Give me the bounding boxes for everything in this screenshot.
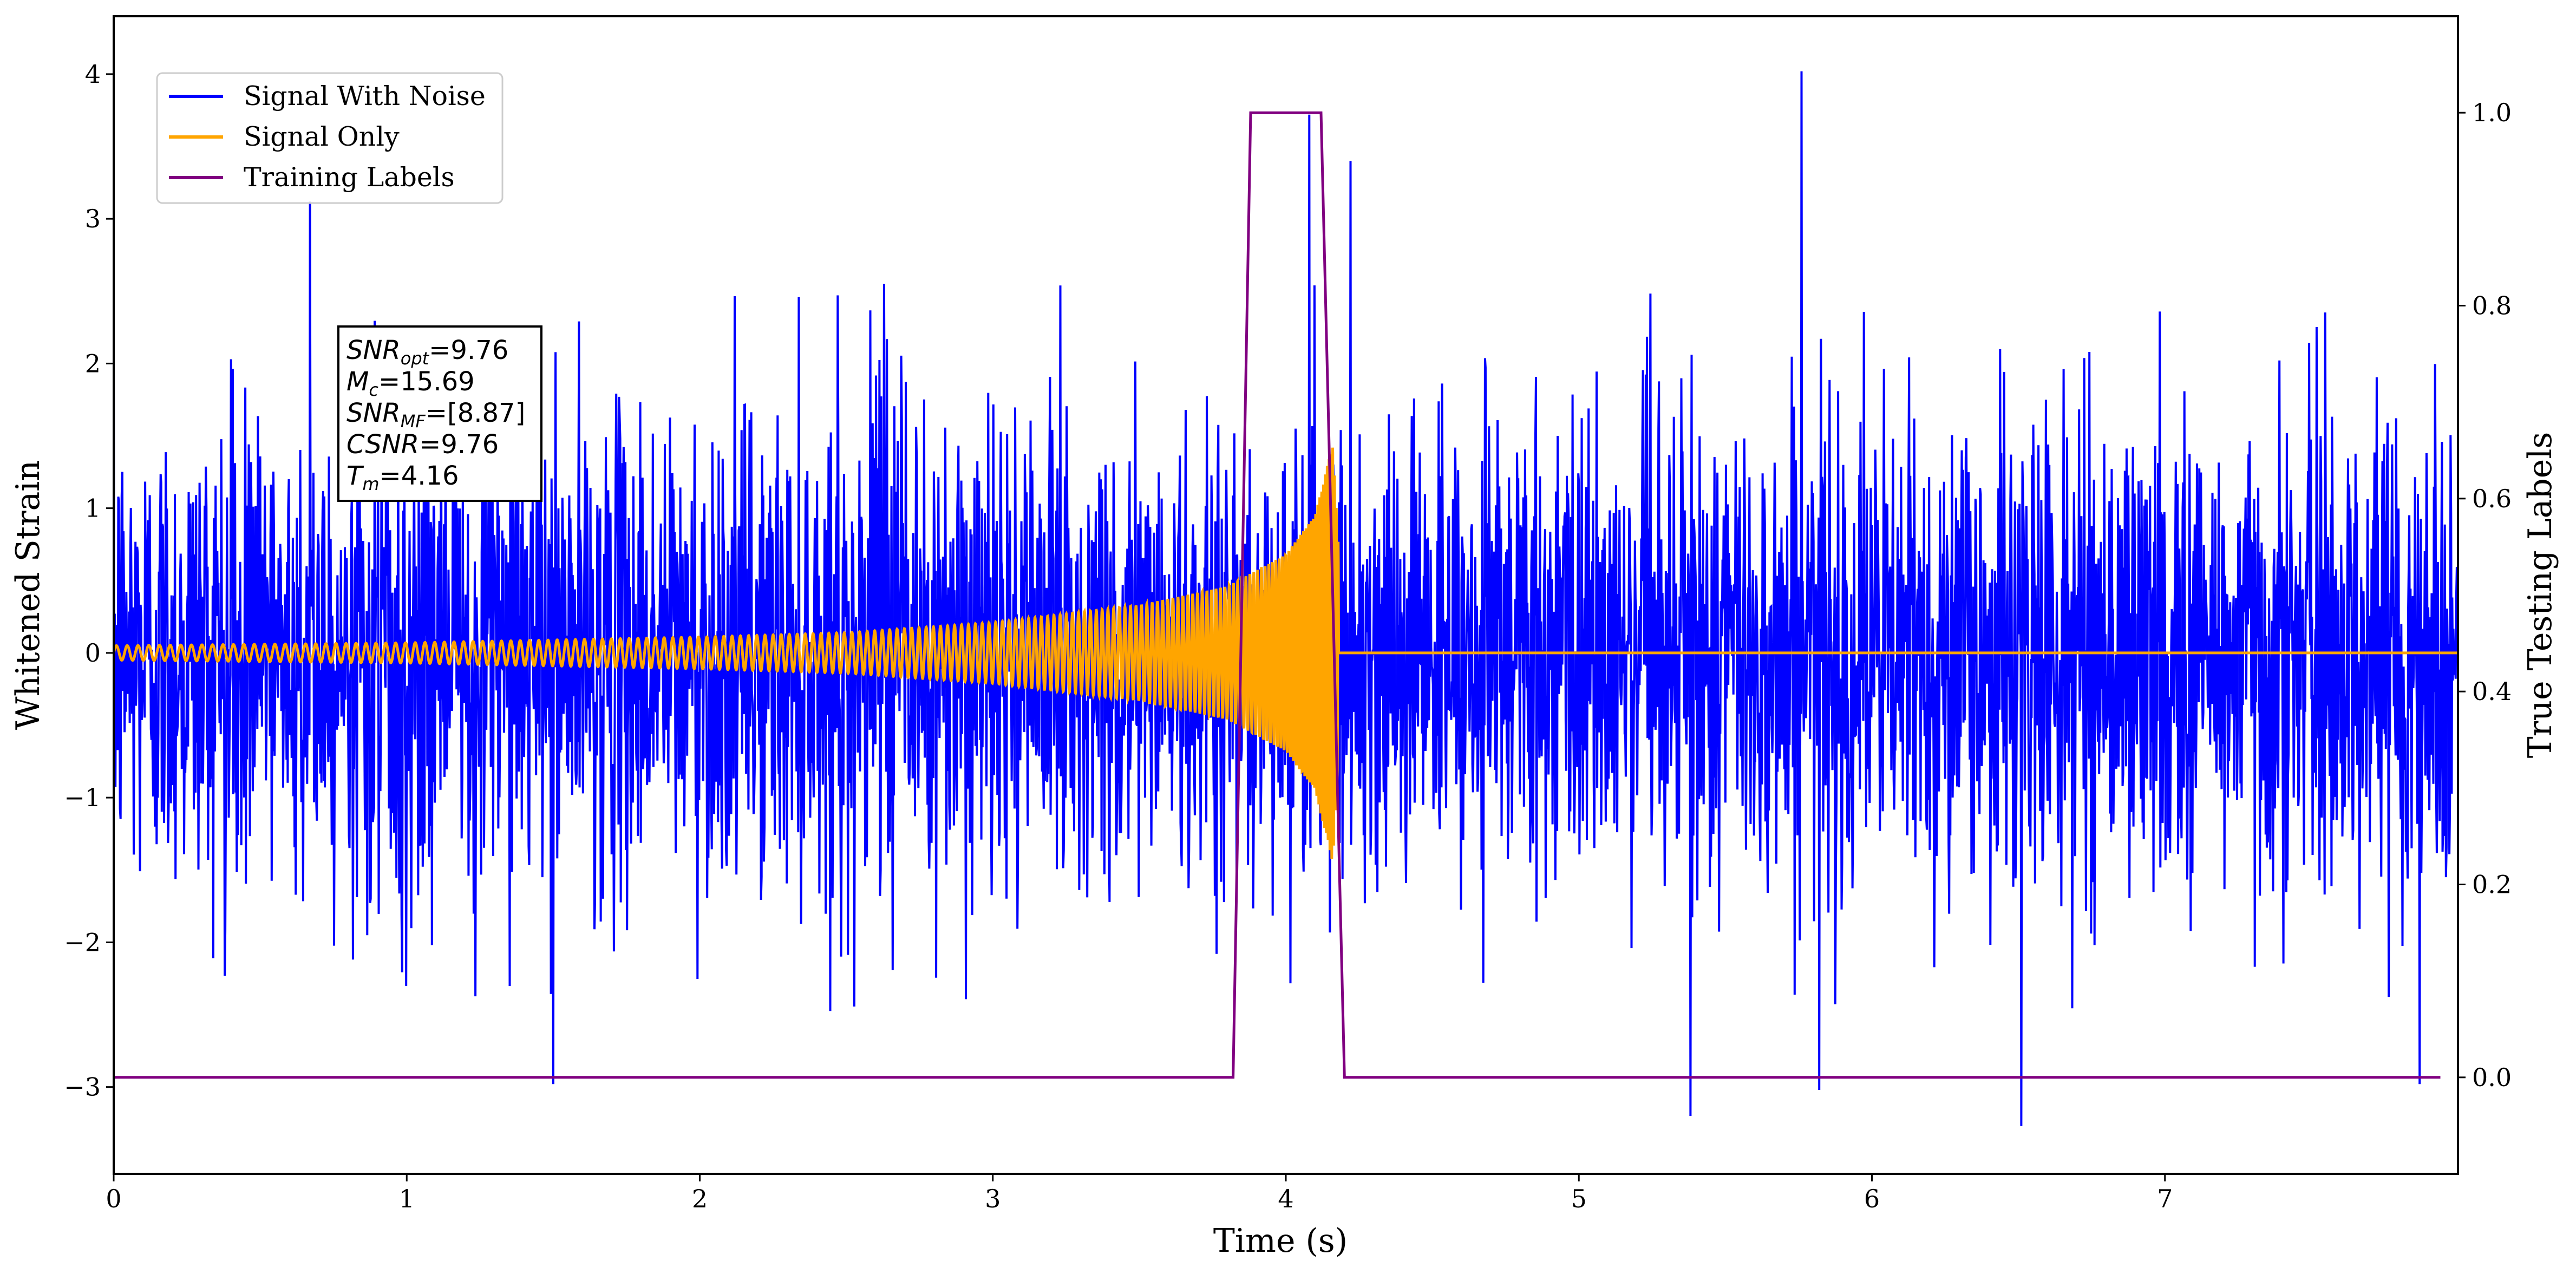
series-signal-only [114, 447, 2458, 859]
y2-tick-label: 0.4 [2472, 677, 2512, 706]
y2-tick-label: 0.2 [2472, 870, 2512, 899]
y-axis-left: 4 3 2 1 0 −1 −2 −3 [64, 60, 114, 1102]
annotation-line: Mc=15.69 [346, 367, 475, 400]
x-tick-label: 5 [1571, 1184, 1587, 1213]
series-training-labels [114, 111, 2441, 1079]
annotation-line: SNRopt=9.76 [346, 335, 508, 369]
y-tick-label: 0 [85, 638, 101, 668]
x-axis: 0 1 2 3 4 5 6 7 [106, 1174, 2173, 1213]
series-layer [114, 71, 2458, 1126]
y-tick-label: 4 [85, 60, 101, 89]
y2-tick-label: 0.0 [2472, 1063, 2512, 1092]
x-tick-label: 2 [692, 1184, 708, 1213]
y-axis-right: 1.0 0.8 0.6 0.4 0.2 0.0 [2458, 98, 2512, 1092]
x-tick-label: 3 [985, 1184, 1001, 1213]
y-tick-label: 3 [85, 204, 101, 233]
legend: Signal With Noise Signal Only Training L… [156, 72, 504, 204]
annotation-box [337, 325, 542, 502]
y2-tick-label: 0.8 [2472, 291, 2512, 321]
annotation-line: Tm=4.16 [346, 461, 459, 494]
y-axis-label: Whitened Strain [9, 460, 47, 730]
x-tick-label: 1 [399, 1184, 415, 1213]
y-tick-label: −1 [64, 783, 101, 812]
x-tick-label: 0 [106, 1184, 121, 1213]
snr-annotation: SNRopt=9.76Mc=15.69SNRMF=[8.87]CSNR=9.76… [337, 325, 542, 502]
x-tick-label: 4 [1278, 1184, 1293, 1213]
legend-label-signal-only: Signal Only [244, 121, 400, 152]
annotation-line: CSNR=9.76 [346, 429, 499, 460]
y-tick-label: 2 [85, 349, 101, 378]
y2-tick-label: 1.0 [2472, 98, 2512, 127]
y-tick-label: −2 [64, 927, 101, 957]
legend-label-training-labels: Training Labels [244, 162, 455, 193]
y-tick-label: −3 [64, 1073, 101, 1102]
x-tick-label: 6 [1864, 1184, 1880, 1213]
y-tick-label: 1 [85, 494, 101, 523]
legend-label-signal-with-noise: Signal With Noise [244, 81, 486, 112]
annotation-line: SNRMF=[8.87] [346, 398, 525, 432]
y2-axis-label: True Testing Labels [2521, 432, 2559, 759]
x-axis-label: Time (s) [1213, 1222, 1348, 1260]
legend-box [156, 72, 504, 204]
y2-tick-label: 0.6 [2472, 484, 2512, 513]
x-tick-label: 7 [2157, 1184, 2173, 1213]
